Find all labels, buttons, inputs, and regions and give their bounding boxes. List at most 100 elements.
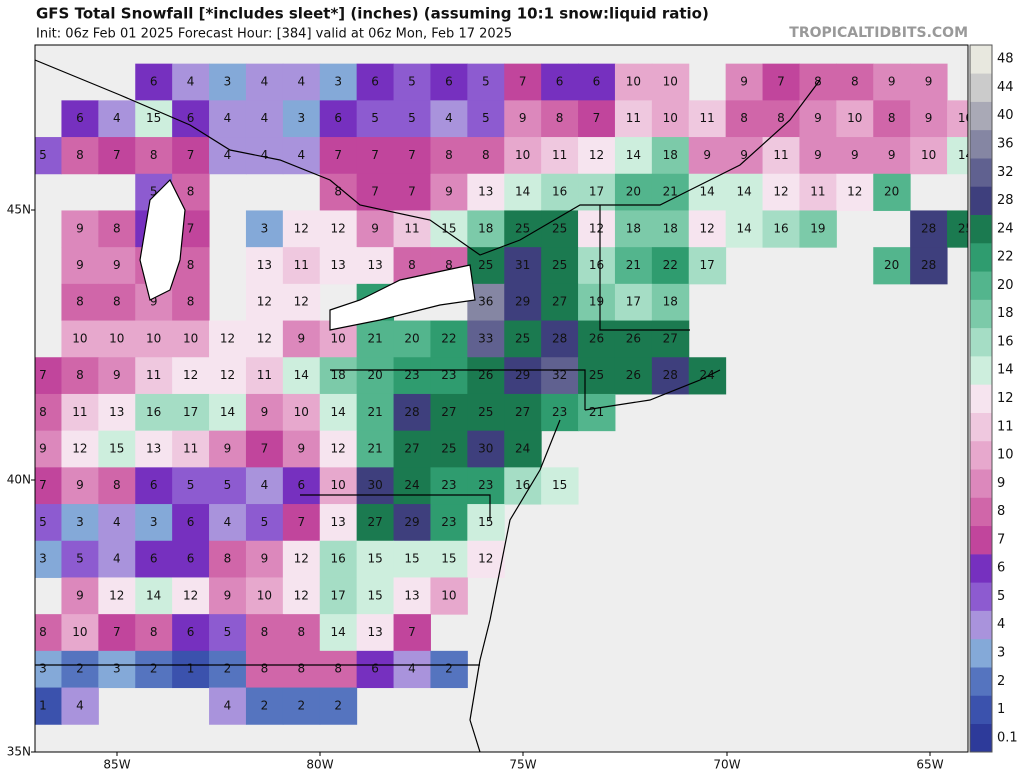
snow-cell	[430, 173, 468, 211]
colorbar-border	[969, 44, 993, 753]
snow-cell	[762, 173, 800, 211]
snow-cell	[836, 100, 874, 138]
snow-value: 11	[552, 148, 567, 162]
snow-value: 4	[224, 515, 232, 529]
snow-value: 27	[404, 442, 419, 456]
snow-cell	[430, 577, 468, 615]
snow-cell	[688, 247, 727, 285]
snow-cell	[98, 137, 136, 175]
snow-value: 18	[663, 295, 678, 309]
snow-cell	[356, 137, 395, 175]
snow-cell	[430, 100, 468, 138]
snow-value: 12	[773, 185, 788, 199]
snow-value: 21	[626, 258, 641, 272]
snow-cell	[578, 100, 616, 138]
snow-value: 14	[331, 405, 346, 419]
snow-cell	[245, 137, 284, 175]
snow-value: 16	[146, 405, 161, 419]
snow-cell	[61, 210, 99, 248]
snow-value: 8	[334, 185, 342, 199]
snow-cell	[98, 650, 136, 689]
snow-cell	[135, 63, 173, 101]
snow-cell	[61, 357, 99, 395]
snow-cell	[98, 357, 136, 395]
snow-value: 11	[183, 442, 198, 456]
snow-cell	[245, 577, 284, 615]
snow-value: 8	[556, 111, 564, 125]
snow-value: 12	[294, 221, 309, 235]
snow-value: 9	[297, 442, 305, 456]
snow-cell	[504, 393, 542, 432]
colorbar-segment	[970, 554, 992, 583]
snow-value: 2	[261, 698, 269, 712]
snow-value: 3	[113, 662, 121, 676]
snow-value: 9	[703, 148, 711, 162]
colorbar-label: 1	[997, 702, 1005, 717]
snow-cell	[209, 504, 247, 542]
snow-value: 15	[404, 552, 419, 566]
snow-cell	[135, 467, 173, 505]
snow-value: 12	[109, 588, 124, 602]
snow-value: 10	[663, 111, 678, 125]
snow-value: 18	[663, 148, 678, 162]
snow-value: 11	[72, 405, 87, 419]
snow-value: 2	[150, 662, 158, 676]
snow-value: 25	[958, 221, 973, 235]
snow-cell	[799, 137, 837, 175]
colorbar-label: 16	[997, 334, 1014, 349]
snow-value: 9	[740, 75, 748, 89]
snow-value: 7	[39, 368, 47, 382]
snow-value: 12	[700, 221, 715, 235]
snow-value: 5	[76, 552, 84, 566]
snow-value: 27	[663, 331, 678, 345]
snow-value: 18	[626, 221, 641, 235]
snow-cell	[209, 430, 247, 468]
snow-value: 23	[552, 405, 567, 419]
snow-cell	[614, 210, 653, 248]
snow-cell	[873, 173, 911, 211]
snow-value: 6	[187, 515, 195, 529]
snow-cell	[35, 540, 62, 578]
snow-value: 3	[39, 552, 47, 566]
snow-value: 14	[220, 405, 235, 419]
snow-value: 14	[146, 588, 161, 602]
snow-value: 1	[39, 698, 47, 712]
colorbar-segment	[970, 440, 992, 470]
colorbar-label: 5	[997, 589, 1005, 604]
colorbar-segment	[970, 271, 992, 300]
snow-value: 15	[109, 442, 124, 456]
snow-value: 4	[113, 111, 121, 125]
snow-cell	[467, 430, 505, 468]
border-line	[35, 59, 821, 256]
snow-value: 10	[257, 588, 272, 602]
snow-cell	[209, 63, 247, 101]
snow-value: 33	[478, 331, 493, 345]
snow-value: 17	[700, 258, 715, 272]
colorbar-segment	[970, 525, 992, 555]
snow-cell	[430, 467, 468, 505]
snow-cell	[762, 210, 800, 248]
snow-value: 7	[408, 185, 416, 199]
snow-value: 6	[371, 662, 379, 676]
snow-value: 9	[925, 75, 933, 89]
lon-label: 80W	[306, 758, 333, 772]
snow-value: 14	[700, 185, 715, 199]
snow-cell	[172, 467, 210, 505]
snow-cell	[356, 430, 395, 468]
snow-cell	[762, 63, 800, 101]
snow-cell	[319, 247, 358, 285]
snow-cell	[504, 430, 542, 468]
snow-value: 11	[810, 185, 825, 199]
snow-cell	[651, 283, 690, 322]
snow-value: 9	[113, 258, 121, 272]
snow-value: 11	[257, 368, 272, 382]
snow-cell	[836, 137, 874, 175]
snow-value: 18	[663, 221, 678, 235]
snow-cell	[35, 687, 62, 725]
snow-cell	[135, 320, 173, 358]
snow-value: 11	[700, 111, 715, 125]
snow-cell	[282, 320, 321, 358]
snow-value: 9	[76, 588, 84, 602]
snow-value: 6	[556, 75, 564, 89]
snow-cell	[910, 210, 948, 248]
